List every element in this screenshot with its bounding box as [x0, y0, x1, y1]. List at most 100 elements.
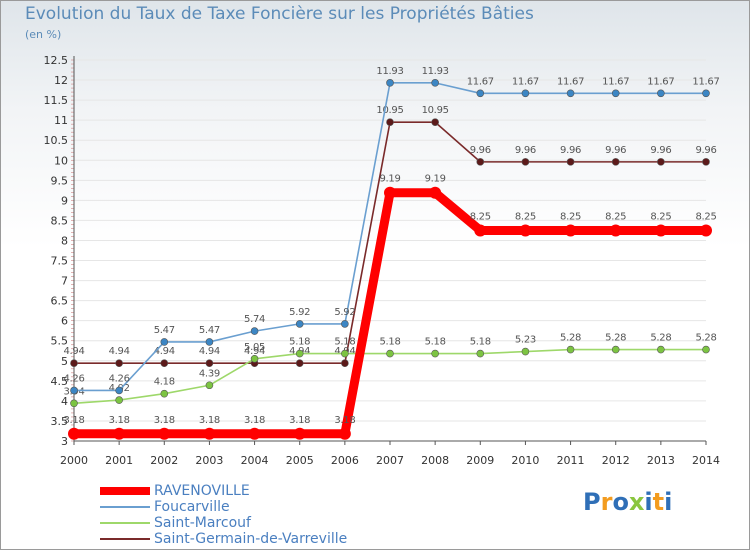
data-point	[250, 327, 259, 335]
x-tick-label: 2010	[511, 454, 539, 467]
data-label: 4.94	[109, 346, 130, 357]
y-tick-label: 6.5	[51, 295, 69, 308]
data-label: 5.18	[470, 337, 491, 348]
chart-subtitle: (en %)	[25, 28, 62, 41]
data-point	[158, 427, 171, 440]
data-point	[476, 349, 485, 358]
x-tick-label: 2009	[466, 454, 494, 467]
logo-letter: r	[600, 488, 613, 516]
data-label: 9.19	[379, 174, 400, 185]
data-point	[609, 224, 622, 237]
data-point	[70, 386, 78, 395]
data-point	[205, 381, 214, 390]
data-point	[611, 89, 620, 98]
y-tick-label: 10.5	[44, 134, 69, 147]
y-tick-label: 4	[61, 395, 68, 408]
data-label: 5.18	[289, 337, 310, 348]
y-tick-label: 5.5	[51, 335, 69, 348]
y-tick-label: 11	[54, 114, 68, 127]
legend-label: Foucarville	[154, 499, 230, 515]
data-label: 5.05	[244, 342, 265, 353]
data-point	[386, 349, 394, 358]
data-point	[566, 89, 575, 98]
y-tick-label: 12	[54, 74, 68, 87]
y-tick-label: 10	[54, 154, 68, 167]
data-label: 11.67	[602, 76, 629, 87]
y-tick-label: 7	[61, 275, 68, 288]
data-point	[295, 349, 304, 358]
legend-label: Saint-Marcouf	[154, 515, 251, 531]
legend-item-saint-germain-de-varreville: Saint-Germain-de-Varreville	[100, 531, 400, 547]
logo-letter: o	[612, 488, 629, 516]
data-point	[205, 359, 214, 367]
y-tick-label: 3.5	[51, 415, 69, 428]
data-label: 9.96	[470, 145, 491, 156]
data-label: 9.96	[695, 145, 716, 156]
data-label: 4.26	[109, 373, 130, 384]
x-tick-label: 2008	[421, 454, 449, 467]
data-point	[115, 359, 123, 367]
data-point	[431, 79, 439, 87]
legend-item-saint-marcouf: Saint-Marcouf	[100, 515, 400, 531]
legend-swatch	[100, 487, 150, 495]
data-point	[293, 427, 306, 440]
y-tick-label: 8	[61, 234, 68, 247]
data-label: 9.96	[650, 145, 671, 156]
y-tick-label: 9.5	[51, 174, 69, 187]
data-label: 3.18	[334, 415, 355, 426]
data-point	[248, 427, 261, 440]
data-label: 5.18	[425, 337, 446, 348]
data-point	[429, 186, 442, 199]
data-label: 5.18	[379, 337, 400, 348]
data-label: 8.25	[470, 211, 491, 222]
data-label: 11.67	[557, 76, 584, 87]
data-label: 4.94	[199, 346, 220, 357]
data-point	[702, 345, 710, 354]
data-point	[611, 158, 620, 166]
data-label: 5.92	[289, 307, 310, 318]
data-point	[203, 427, 216, 440]
data-point	[341, 349, 349, 358]
data-label: 4.26	[63, 373, 84, 384]
data-label: 8.25	[605, 211, 626, 222]
data-label: 11.67	[692, 76, 719, 87]
data-point	[521, 347, 530, 356]
data-point	[476, 89, 485, 98]
x-tick-label: 2002	[150, 454, 178, 467]
y-tick-label: 4.5	[51, 375, 69, 388]
data-label: 3.18	[289, 415, 310, 426]
data-point	[519, 224, 532, 237]
data-label: 5.18	[334, 337, 355, 348]
data-label: 3.18	[244, 415, 265, 426]
data-label: 9.96	[515, 145, 536, 156]
y-tick-label: 11.5	[44, 94, 69, 107]
data-label: 3.18	[109, 415, 130, 426]
legend-swatch	[100, 522, 150, 524]
data-point	[700, 224, 712, 237]
data-point	[702, 158, 710, 166]
data-point	[70, 399, 78, 408]
data-label: 5.47	[199, 325, 220, 336]
logo-letter: t	[652, 488, 665, 516]
data-label: 11.93	[422, 66, 449, 77]
legend-swatch	[100, 538, 150, 540]
x-tick-label: 2006	[331, 454, 359, 467]
data-label: 3.18	[199, 415, 220, 426]
data-label: 4.94	[244, 346, 265, 357]
data-label: 5.28	[650, 333, 671, 344]
logo-letter: i	[644, 488, 653, 516]
y-tick-label: 8.5	[51, 214, 69, 227]
data-label: 11.67	[647, 76, 674, 87]
data-label: 4.18	[154, 377, 175, 388]
data-label: 5.28	[605, 333, 626, 344]
logo-letter: x	[628, 488, 645, 516]
data-point	[205, 338, 214, 346]
x-tick-label: 2005	[286, 454, 314, 467]
data-label: 8.25	[560, 211, 581, 222]
legend-label: RAVENOVILLE	[154, 483, 250, 499]
x-tick-label: 2014	[692, 454, 720, 467]
data-label: 10.95	[422, 105, 449, 116]
logo-letter: i	[664, 488, 673, 516]
data-point	[521, 158, 530, 166]
